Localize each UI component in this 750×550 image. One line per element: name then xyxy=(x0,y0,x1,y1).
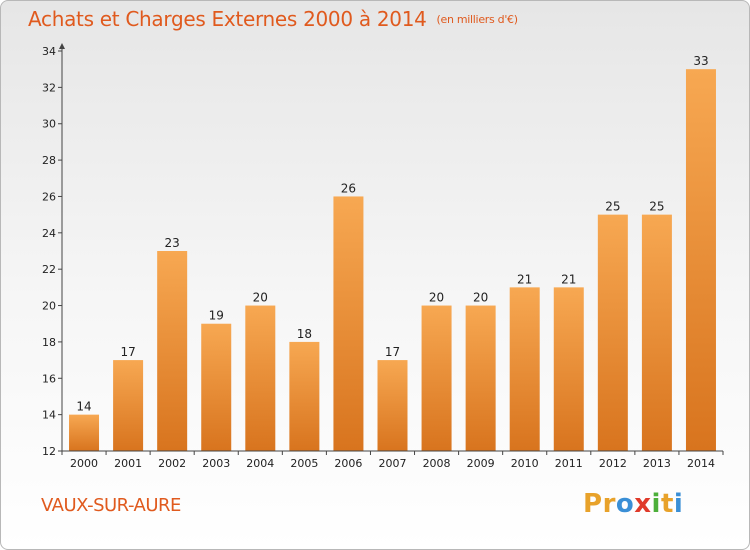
y-tick-label: 26 xyxy=(42,190,56,203)
y-tick-label: 20 xyxy=(42,300,56,313)
data-label: 25 xyxy=(605,200,620,214)
logo-letter: i xyxy=(651,489,661,519)
x-tick-label: 2009 xyxy=(467,457,495,470)
bar xyxy=(553,287,584,451)
y-tick-label: 22 xyxy=(42,263,56,276)
y-tick-label: 18 xyxy=(42,336,56,349)
bar xyxy=(157,251,188,451)
bar xyxy=(685,69,716,451)
logo-letter: x xyxy=(634,489,652,519)
x-tick-label: 2000 xyxy=(70,457,98,470)
x-tick-label: 2012 xyxy=(599,457,627,470)
data-label: 17 xyxy=(385,345,400,359)
y-tick-label: 32 xyxy=(42,81,56,94)
data-label: 25 xyxy=(649,200,664,214)
x-tick-label: 2005 xyxy=(290,457,318,470)
x-tick-label: 2013 xyxy=(643,457,671,470)
bar xyxy=(289,341,320,451)
x-tick-label: 2001 xyxy=(114,457,142,470)
title-unit: (en milliers d'€) xyxy=(436,13,518,26)
data-label: 21 xyxy=(561,272,576,286)
y-tick-label: 14 xyxy=(42,409,56,422)
bar xyxy=(597,214,628,451)
title-text: Achats et Charges Externes 2000 à 2014 xyxy=(28,7,427,31)
data-label: 20 xyxy=(473,291,488,305)
data-label: 23 xyxy=(165,236,180,250)
y-tick-label: 34 xyxy=(42,45,56,58)
y-tick-label: 28 xyxy=(42,154,56,167)
y-axis-arrow xyxy=(59,43,65,49)
proxiti-logo[interactable]: Proxiti xyxy=(583,489,683,519)
x-tick-label: 2014 xyxy=(687,457,715,470)
bar xyxy=(333,196,364,451)
logo-letter: i xyxy=(673,489,684,519)
bar xyxy=(113,360,144,451)
data-label: 17 xyxy=(120,345,135,359)
commune-name: VAUX-SUR-AURE xyxy=(41,495,181,516)
y-tick-label: 16 xyxy=(42,372,56,385)
bar xyxy=(201,323,232,451)
bar xyxy=(377,360,408,451)
y-tick-label: 30 xyxy=(42,118,56,131)
data-label: 20 xyxy=(253,291,268,305)
bar xyxy=(421,305,452,451)
bar xyxy=(509,287,540,451)
logo-letter: o xyxy=(615,489,635,519)
logo-letter: t xyxy=(660,489,674,519)
data-label: 20 xyxy=(429,291,444,305)
bar xyxy=(641,214,672,451)
x-tick-label: 2004 xyxy=(246,457,274,470)
x-tick-label: 2003 xyxy=(202,457,230,470)
data-label: 33 xyxy=(693,54,708,68)
logo-letter: r xyxy=(602,489,616,519)
bar xyxy=(245,305,276,451)
x-tick-label: 2010 xyxy=(511,457,539,470)
x-tick-label: 2011 xyxy=(555,457,583,470)
data-label: 19 xyxy=(209,309,224,323)
logo-letter: P xyxy=(583,489,603,519)
x-tick-label: 2002 xyxy=(158,457,186,470)
data-label: 18 xyxy=(297,327,312,341)
x-tick-label: 2007 xyxy=(379,457,407,470)
data-label: 14 xyxy=(76,400,91,414)
data-label: 21 xyxy=(517,272,532,286)
data-label: 26 xyxy=(341,181,356,195)
y-tick-label: 24 xyxy=(42,227,56,240)
bar xyxy=(69,414,100,451)
x-tick-label: 2006 xyxy=(334,457,362,470)
y-tick-label: 12 xyxy=(42,445,56,458)
x-tick-label: 2008 xyxy=(423,457,451,470)
chart-title: Achats et Charges Externes 2000 à 2014 (e… xyxy=(28,7,518,31)
bar xyxy=(465,305,496,451)
